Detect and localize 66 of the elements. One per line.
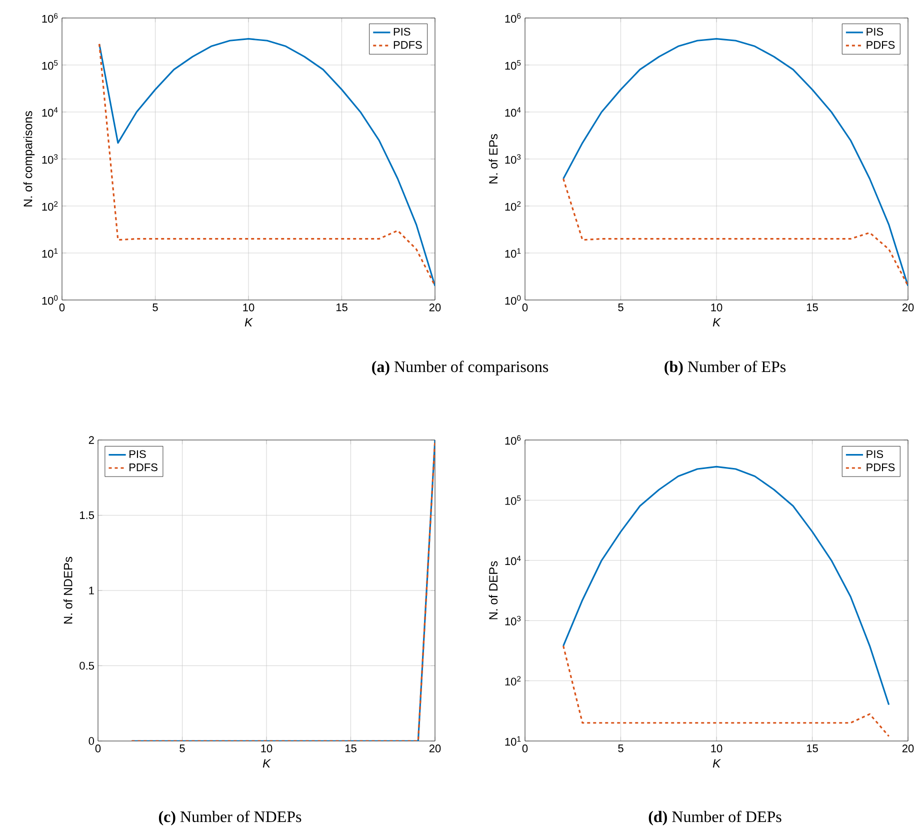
x-tick-label: 20 — [902, 304, 914, 312]
y-tick-label: 10$^{4}$ — [42, 107, 58, 117]
x-tick-label: 20 — [902, 744, 914, 752]
x-tick-label: 0 — [59, 304, 65, 312]
x-tick-label: 5 — [180, 744, 185, 752]
x-tick-label: 15 — [806, 304, 818, 312]
x-axis-title: K — [712, 759, 721, 768]
y-tick-label: 0 — [88, 737, 94, 745]
y-tick-label: 1.5 — [80, 511, 94, 520]
x-tick-label: 15 — [336, 304, 348, 312]
legend-label: PDFS — [866, 41, 895, 49]
x-tick-label: 10 — [711, 304, 722, 312]
x-tick-label: 10 — [261, 744, 272, 752]
y-tick-label: 0.5 — [80, 662, 94, 670]
legend-label: PIS — [866, 28, 884, 36]
y-tick-label: 10$^{0}$ — [505, 295, 521, 305]
y-tick-label: 10$^{1}$ — [42, 248, 58, 258]
x-tick-label: 10 — [243, 304, 254, 312]
y-tick-label: 10$^{0}$ — [42, 295, 58, 305]
legend-label: PIS — [866, 450, 884, 458]
y-axis-title: N. of comparisons — [23, 111, 35, 206]
x-tick-label: 0 — [95, 744, 101, 752]
text: (c) Number of NDEPs — [158, 810, 302, 826]
x-axis-title: K — [712, 318, 721, 326]
line-series — [562, 38, 908, 287]
x-tick-label: 20 — [429, 744, 441, 752]
y-tick-label: 10$^{6}$ — [42, 13, 58, 23]
x-tick-label: 5 — [618, 304, 624, 312]
y-axis-title: N. of DEPs — [488, 561, 498, 620]
x-tick-label: 20 — [429, 304, 441, 312]
text: (a) Number of comparisons — [372, 360, 548, 376]
x-tick-label: 15 — [806, 744, 818, 752]
y-tick-label: 10$^{5}$ — [505, 60, 521, 70]
y-tick-label: 10$^{2}$ — [42, 201, 58, 211]
y-tick-label: 10$^{1}$ — [505, 736, 521, 746]
y-axis-title: N. of NDEPs — [64, 556, 72, 624]
y-tick-label: 10$^{5}$ — [505, 496, 521, 505]
y-tick-label: 10$^{6}$ — [505, 435, 521, 445]
y-tick-label: 10$^{2}$ — [505, 676, 521, 686]
x-tick-label: 5 — [152, 304, 158, 312]
y-tick-label: 10$^{6}$ — [505, 13, 521, 23]
y-axis-title: N. of EPs — [488, 134, 498, 184]
legend-label: PDFS — [130, 463, 158, 472]
x-tick-label: 15 — [345, 744, 356, 752]
y-tick-label: 1 — [89, 586, 94, 594]
y-tick-label: 2 — [88, 436, 94, 444]
x-tick-label: 10 — [711, 744, 722, 752]
x-axis-title: K — [262, 759, 271, 768]
y-tick-label: 10$^{4}$ — [505, 107, 521, 117]
y-tick-label: 10$^{4}$ — [505, 556, 521, 566]
legend-label: PIS — [130, 450, 146, 458]
x-tick-label: 0 — [522, 744, 528, 752]
y-tick-label: 10$^{1}$ — [505, 248, 521, 258]
x-tick-label: 5 — [618, 744, 624, 752]
y-tick-label: 10$^{3}$ — [42, 154, 58, 164]
y-tick-label: 10$^{5}$ — [42, 60, 58, 70]
y-tick-label: 10$^{3}$ — [505, 154, 521, 164]
text: (d) Number of DEPs — [648, 810, 782, 826]
legend-label: PDFS — [866, 463, 895, 472]
y-tick-label: 10$^{2}$ — [505, 201, 521, 211]
text: (b) Number of EPs — [664, 360, 786, 376]
legend-label: PDFS — [394, 41, 422, 49]
x-axis-title: K — [244, 318, 253, 326]
legend-label: PIS — [394, 28, 410, 36]
x-tick-label: 0 — [522, 304, 528, 312]
y-tick-label: 10$^{3}$ — [505, 616, 521, 626]
